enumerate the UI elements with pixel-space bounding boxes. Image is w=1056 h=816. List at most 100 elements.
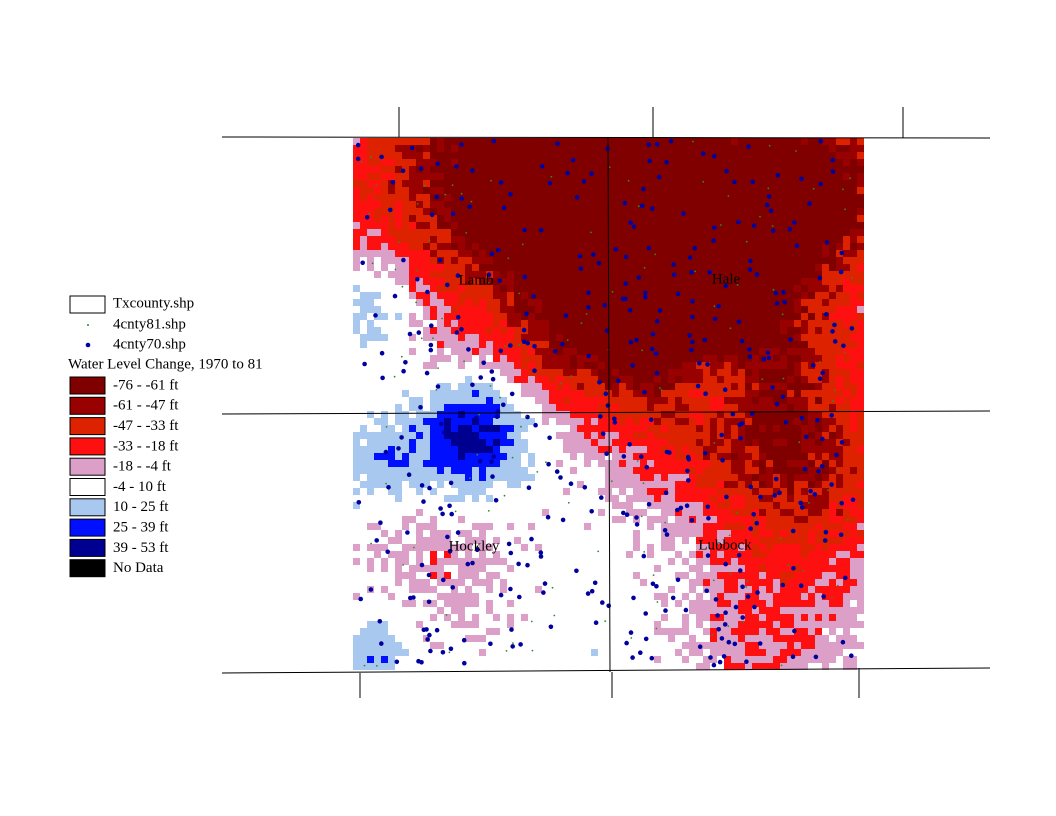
raster-cell (717, 621, 724, 628)
raster-cell (633, 166, 640, 173)
raster-cell (542, 271, 549, 278)
raster-cell (843, 558, 850, 565)
raster-cell (780, 544, 787, 551)
raster-cell (374, 432, 381, 439)
raster-cell (710, 565, 717, 572)
raster-cell (563, 362, 570, 369)
well-70 (491, 454, 497, 459)
well-70 (834, 452, 839, 458)
raster-cell (780, 551, 787, 558)
raster-cell (437, 313, 444, 320)
well-70 (754, 272, 760, 277)
well-70 (612, 416, 617, 422)
raster-cell (556, 404, 563, 411)
raster-cell (409, 243, 416, 250)
raster-cell (472, 341, 479, 348)
raster-cell (731, 327, 738, 334)
raster-cell (633, 159, 640, 166)
raster-cell (661, 187, 668, 194)
raster-cell (633, 236, 640, 243)
raster-cell (696, 572, 703, 579)
raster-cell (752, 502, 759, 509)
raster-cell (640, 369, 647, 376)
raster-cell (626, 194, 633, 201)
raster-cell (388, 474, 395, 481)
raster-cell (836, 313, 843, 320)
raster-cell (857, 593, 864, 600)
raster-cell (787, 439, 794, 446)
raster-cell (521, 425, 528, 432)
raster-cell (668, 530, 675, 537)
raster-cell (514, 446, 521, 453)
raster-cell (850, 180, 857, 187)
well-70 (738, 568, 743, 573)
raster-cell (430, 201, 437, 208)
raster-cell (829, 138, 836, 145)
raster-cell (633, 264, 640, 271)
raster-cell (682, 327, 689, 334)
raster-cell (780, 642, 787, 649)
well-81 (779, 537, 782, 540)
raster-cell (598, 264, 605, 271)
raster-cell (605, 460, 612, 467)
raster-cell (682, 516, 689, 523)
raster-cell (689, 649, 696, 656)
raster-cell (444, 180, 451, 187)
well-70 (723, 561, 728, 567)
raster-cell (745, 523, 752, 530)
raster-cell (528, 285, 535, 292)
raster-cell (570, 257, 577, 264)
raster-cell (857, 558, 864, 565)
raster-cell (773, 628, 780, 635)
raster-cell (661, 460, 668, 467)
raster-cell (759, 523, 766, 530)
raster-cell (689, 509, 696, 516)
raster-cell (682, 383, 689, 390)
raster-cell (759, 516, 766, 523)
well-70 (600, 600, 605, 605)
raster-cell (493, 551, 500, 558)
well-70 (748, 258, 753, 264)
raster-cell (787, 656, 794, 663)
raster-cell (766, 397, 773, 404)
raster-cell (437, 397, 444, 404)
raster-cell (507, 152, 514, 159)
raster-cell (801, 285, 808, 292)
raster-cell (822, 285, 829, 292)
raster-cell (381, 544, 388, 551)
raster-cell (619, 166, 626, 173)
raster-cell (409, 453, 416, 460)
raster-cell (528, 327, 535, 334)
raster-cell (465, 145, 472, 152)
raster-cell (682, 236, 689, 243)
raster-cell (507, 327, 514, 334)
well-81 (802, 570, 805, 572)
raster-cell (500, 229, 507, 236)
raster-cell (843, 173, 850, 180)
raster-cell (598, 355, 605, 362)
raster-cell (367, 194, 374, 201)
raster-cell (360, 467, 367, 474)
well-81 (518, 292, 521, 295)
well-70 (616, 378, 621, 384)
raster-cell (752, 257, 759, 264)
raster-cell (556, 292, 563, 299)
raster-cell (780, 348, 787, 355)
raster-cell (857, 586, 864, 593)
raster-cell (507, 600, 514, 607)
raster-cell (780, 460, 787, 467)
raster-cell (682, 355, 689, 362)
raster-cell (549, 243, 556, 250)
raster-cell (829, 285, 836, 292)
raster-cell (633, 313, 640, 320)
raster-cell (381, 264, 388, 271)
raster-cell (738, 299, 745, 306)
raster-cell (689, 145, 696, 152)
raster-cell (850, 642, 857, 649)
raster-cell (731, 460, 738, 467)
raster-cell (416, 397, 423, 404)
raster-cell (801, 313, 808, 320)
raster-cell (493, 222, 500, 229)
raster-cell (808, 229, 815, 236)
raster-cell (745, 642, 752, 649)
